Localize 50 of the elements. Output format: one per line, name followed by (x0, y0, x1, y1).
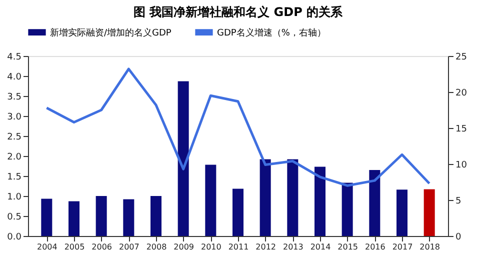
y-tick-label: 3.0 (7, 112, 22, 122)
bar (260, 159, 271, 236)
y2-tick-label: 25 (456, 52, 467, 62)
y2-tick-label: 0 (456, 232, 462, 242)
x-tick-label: 2013 (282, 242, 304, 252)
y-tick-label: 2.0 (7, 152, 22, 162)
bar (424, 189, 435, 236)
y-tick-label: 1.5 (7, 172, 22, 182)
legend-label: GDP名义增速（%，右轴） (217, 27, 326, 38)
bar (342, 182, 353, 236)
y-tick-label: 4.5 (7, 52, 22, 62)
x-tick-label: 2008 (146, 242, 167, 252)
x-tick-label: 2012 (256, 242, 276, 252)
x-tick-label: 2015 (338, 242, 358, 252)
x-tick-label: 2006 (92, 242, 112, 252)
bar (41, 198, 52, 236)
x-tick-label: 2005 (64, 242, 85, 252)
chart-title: 图 我国净新增社融和名义 GDP 的关系 (133, 5, 344, 19)
y2-tick-label: 20 (456, 88, 468, 98)
y-tick-label: 3.5 (7, 92, 22, 102)
x-tick-label: 2017 (392, 242, 413, 252)
x-tick-label: 2016 (364, 242, 386, 252)
y-tick-label: 4.0 (7, 72, 22, 82)
y-tick-label: 0.5 (7, 212, 22, 222)
bar (96, 196, 107, 236)
legend-label: 新增实际融资/增加的名义GDP (50, 27, 172, 38)
x-tick-label: 2004 (36, 242, 58, 252)
y2-tick-label: 10 (456, 160, 468, 170)
line-series (45, 68, 431, 187)
x-tick-label: 2011 (228, 242, 249, 252)
bar (205, 164, 216, 236)
x-tick-label: 2018 (420, 242, 440, 252)
bar (314, 166, 326, 236)
bar (232, 188, 244, 236)
bar (396, 190, 408, 236)
bar (369, 170, 380, 236)
y-tick-label: 1.0 (7, 192, 22, 202)
y2-tick-label: 15 (456, 124, 467, 134)
y-tick-label: 0.0 (7, 232, 22, 242)
x-tick-label: 2007 (118, 242, 140, 252)
bar (123, 199, 134, 236)
y-tick-label: 2.5 (7, 132, 22, 142)
bar (287, 159, 298, 236)
x-tick-label: 2009 (174, 242, 194, 252)
bar (150, 196, 162, 236)
x-tick-label: 2010 (200, 242, 222, 252)
bar (178, 81, 189, 236)
bar (68, 201, 80, 236)
y2-tick-label: 5 (456, 196, 462, 206)
x-tick-label: 2014 (310, 242, 331, 252)
